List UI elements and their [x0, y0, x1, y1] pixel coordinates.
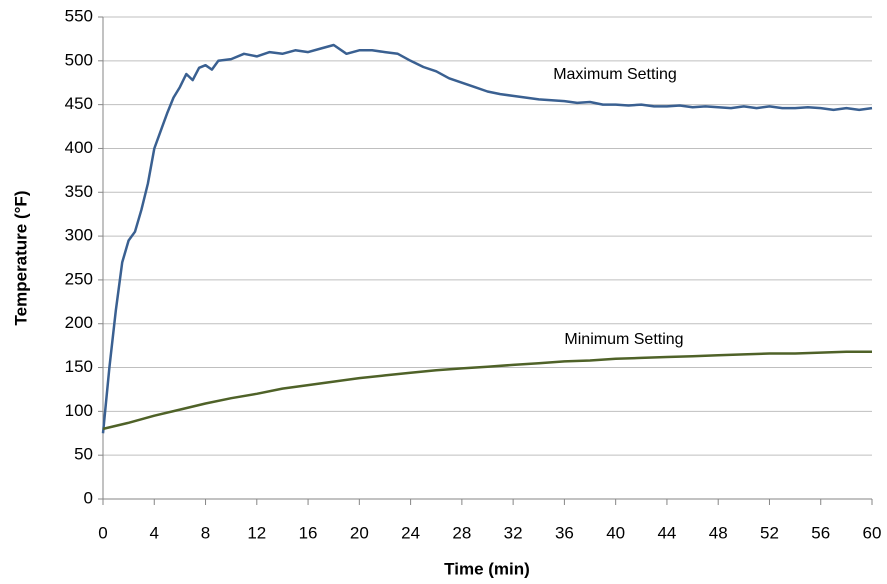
series-line: [102, 350, 872, 431]
y-tick-label: 550: [65, 6, 93, 25]
x-tick-label: 20: [350, 523, 369, 542]
y-tick-label: 400: [65, 138, 93, 157]
y-tick-label: 250: [65, 269, 93, 288]
x-tick-label: 32: [504, 523, 523, 542]
y-tick-label: 350: [65, 182, 93, 201]
y-tick-label: 100: [65, 401, 93, 420]
x-tick-label: 56: [811, 523, 830, 542]
y-tick-label: 200: [65, 313, 93, 332]
y-tick-label: 300: [65, 226, 93, 245]
x-tick-label: 28: [452, 523, 471, 542]
y-tick-label: 0: [84, 488, 93, 507]
x-tick-label: 52: [760, 523, 779, 542]
series-label: Maximum Setting: [553, 66, 677, 83]
x-tick-label: 16: [299, 523, 318, 542]
x-tick-label: 0: [98, 523, 107, 542]
x-tick-label: 60: [863, 523, 882, 542]
x-tick-label: 44: [657, 523, 676, 542]
x-tick-label: 40: [606, 523, 625, 542]
x-tick-label: 36: [555, 523, 574, 542]
y-tick-label: 500: [65, 50, 93, 69]
y-tick-label: 150: [65, 357, 93, 376]
series-line: [101, 43, 873, 434]
y-axis-title: Temperature (°F): [11, 191, 30, 326]
y-tick-label: 450: [65, 94, 93, 113]
x-tick-label: 4: [150, 523, 159, 542]
x-tick-label: 24: [401, 523, 420, 542]
y-tick-label: 50: [74, 445, 93, 464]
x-axis-title: Time (min): [444, 559, 530, 578]
x-tick-label: 8: [201, 523, 210, 542]
series-label: Minimum Setting: [564, 331, 683, 348]
x-tick-label: 48: [709, 523, 728, 542]
x-tick-label: 12: [247, 523, 266, 542]
